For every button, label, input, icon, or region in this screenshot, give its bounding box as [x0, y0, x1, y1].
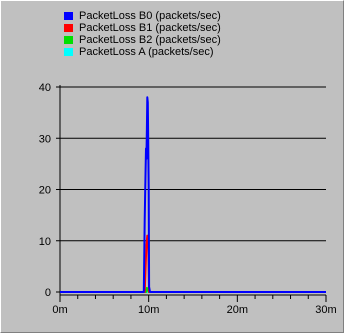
y-tick-label-20: 20: [39, 185, 51, 197]
x-tick-label-10: 10m: [138, 304, 159, 316]
legend-label-b2: PacketLoss B2 (packets/sec): [79, 34, 221, 46]
y-tick-label-0: 0: [45, 287, 51, 299]
legend-label-b0: PacketLoss B0 (packets/sec): [79, 10, 221, 22]
legend-swatch-b2: [64, 36, 73, 44]
legend-entry-b2: PacketLoss B2 (packets/sec): [64, 34, 221, 46]
x-tick-label-30: 30m: [315, 304, 336, 316]
series-line-0: [60, 96, 326, 293]
legend-swatch-a: [64, 48, 73, 56]
series-line-1: [60, 234, 326, 293]
legend-entry-b0: PacketLoss B0 (packets/sec): [64, 10, 221, 22]
legend-swatch-b1: [64, 24, 73, 32]
y-tick-label-40: 40: [39, 82, 51, 94]
legend-label-a: PacketLoss A (packets/sec): [79, 46, 214, 58]
legend-swatch-b0: [64, 12, 73, 20]
chart-legend: PacketLoss B0 (packets/sec) PacketLoss B…: [64, 10, 221, 58]
x-tick-label-20: 20m: [227, 304, 248, 316]
y-tick-label-10: 10: [39, 236, 51, 248]
y-tick-label-30: 30: [39, 133, 51, 145]
legend-label-b1: PacketLoss B1 (packets/sec): [79, 22, 221, 34]
legend-entry-b1: PacketLoss B1 (packets/sec): [64, 22, 221, 34]
x-tick-label-0: 0m: [52, 304, 67, 316]
legend-entry-a: PacketLoss A (packets/sec): [64, 46, 221, 58]
